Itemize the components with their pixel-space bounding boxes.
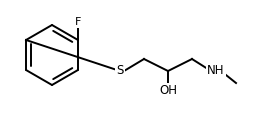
- Text: S: S: [116, 65, 124, 77]
- Text: NH: NH: [207, 65, 225, 77]
- Text: F: F: [75, 17, 81, 27]
- Text: OH: OH: [159, 84, 177, 96]
